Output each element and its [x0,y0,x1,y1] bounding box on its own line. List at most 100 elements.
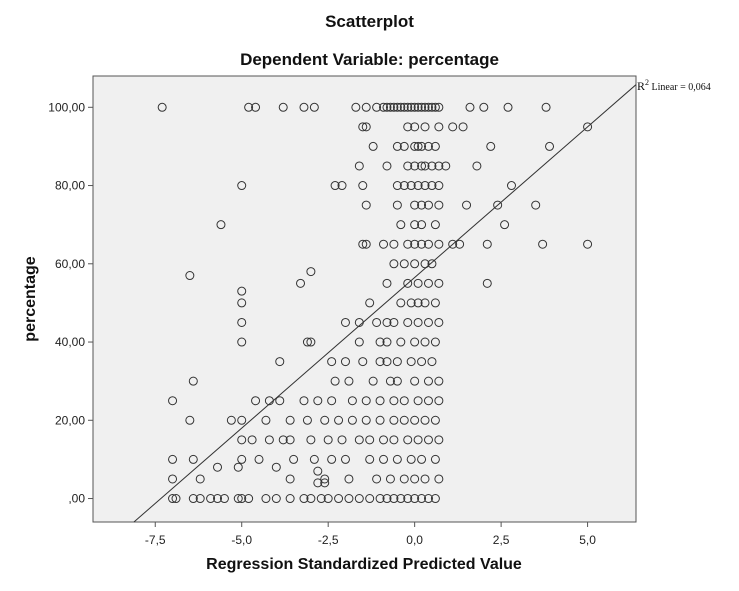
data-point [316,494,326,504]
data-point [188,376,198,386]
data-point [423,239,433,249]
data-point [375,337,385,347]
data-point [503,102,513,112]
data-point [410,337,420,347]
data-point [330,376,340,386]
data-point [361,396,371,406]
data-point [417,494,427,504]
data-point [403,494,413,504]
data-point [434,317,444,327]
data-point [399,474,409,484]
data-point [410,494,420,504]
data-point [213,494,223,504]
data-point [420,102,430,112]
data-point [285,415,295,425]
data-point [441,161,451,171]
data-point [344,474,354,484]
data-point [320,474,330,484]
data-point [389,239,399,249]
data-point [392,200,402,210]
data-point [399,181,409,191]
data-point [423,396,433,406]
data-point [482,239,492,249]
data-point [372,317,382,327]
data-point [365,454,375,464]
data-point [382,337,392,347]
data-point [423,200,433,210]
data-point [168,474,178,484]
data-point [261,415,271,425]
data-point [583,122,593,132]
data-point [382,494,392,504]
data-point [434,239,444,249]
data-point [427,102,437,112]
data-point [327,357,337,367]
data-point [337,181,347,191]
data-point [410,161,420,171]
plot-area [92,75,637,523]
data-point [271,462,281,472]
data-point [413,278,423,288]
data-point [251,102,261,112]
data-point [379,102,389,112]
data-point [344,494,354,504]
y-tick-label: ,00 [68,492,85,506]
data-point [275,396,285,406]
data-point [413,102,423,112]
data-point [420,474,430,484]
y-tick-label: 20,00 [55,413,85,427]
data-point [420,161,430,171]
data-point [430,102,440,112]
data-point [410,122,420,132]
data-point [423,435,433,445]
data-point [285,435,295,445]
data-point [213,462,223,472]
y-tick-label: 60,00 [55,257,85,271]
data-point [396,337,406,347]
r-squared-label: R2 Linear = 0,064 [637,78,711,93]
data-point [351,102,361,112]
data-point [365,298,375,308]
data-point [423,376,433,386]
data-point [430,454,440,464]
data-point [185,271,195,281]
x-tick-label: -7,5 [145,533,166,547]
data-point [302,337,312,347]
data-point [406,298,416,308]
data-point [358,239,368,249]
data-point [347,415,357,425]
data-point [465,102,475,112]
data-point [385,102,395,112]
data-point [403,239,413,249]
data-point [417,200,427,210]
data-point [302,415,312,425]
x-axis-title: Regression Standardized Predicted Value [206,556,522,573]
data-point [306,337,316,347]
r-superscript: 2 [645,78,649,87]
data-point [413,317,423,327]
data-point [396,220,406,230]
y-tick-label: 100,00 [48,100,85,114]
r-value-text: Linear = 0,064 [649,82,711,93]
data-point [389,415,399,425]
data-point [413,141,423,151]
data-point [379,239,389,249]
data-point [299,396,309,406]
data-point [278,102,288,112]
data-point [583,239,593,249]
data-point [413,435,423,445]
data-point [195,474,205,484]
data-point [417,239,427,249]
data-point [430,337,440,347]
data-point [410,220,420,230]
data-point [417,454,427,464]
x-tick-label: -5,0 [231,533,252,547]
data-point [493,200,503,210]
data-point [389,102,399,112]
data-point [406,357,416,367]
data-point [188,494,198,504]
data-point [157,102,167,112]
data-point [330,181,340,191]
r-label: R [637,79,645,93]
